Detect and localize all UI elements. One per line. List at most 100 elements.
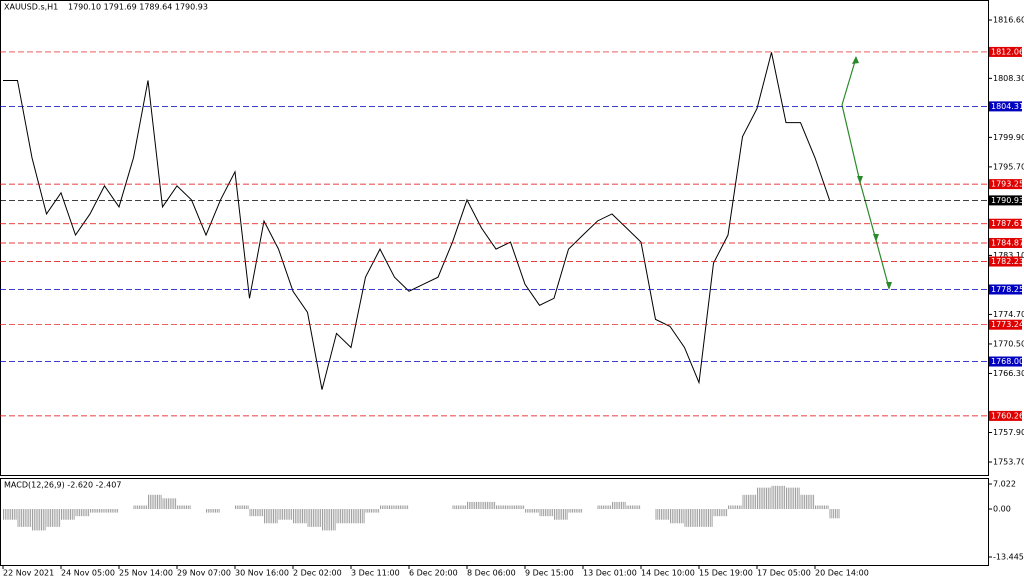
macd-bar-fill [398,505,400,510]
macd-bar-fill [608,505,610,510]
macd-bar-fill [166,498,168,510]
macd-bar-fill [4,509,6,520]
macd-bar-fill [370,509,372,513]
macd-bar [525,509,526,513]
macd-bar-fill [240,505,242,510]
macd-bar-fill [512,505,514,510]
macd-bar-fill [795,487,796,510]
level-label: 1782.23 [991,257,1024,266]
macd-bar-fill [677,509,679,524]
macd-bar [75,509,77,517]
macd-bar-fill [178,505,180,510]
macd-bar-fill [729,505,731,510]
macd-bar-fill [666,509,668,520]
macd-bar-fill [13,509,15,520]
macd-bar-fill [180,505,182,510]
macd-bar [713,509,715,517]
macd-bar-fill [813,494,815,510]
macd-bar-fill [341,509,343,524]
macd-bar-fill [329,509,331,531]
macd-bar-fill [461,505,463,510]
level-label: 1804.31 [991,102,1024,111]
macd-bar-fill [349,509,351,524]
macd-bar-fill [171,498,173,510]
macd-bar-fill [543,509,545,517]
macd-bar-fill [274,509,276,524]
macd-bar-fill [639,505,641,510]
macd-bar [278,509,280,520]
macd-bar-fill [740,505,742,510]
macd-bar-fill [485,501,487,510]
macd-bar-fill [253,509,255,517]
macd-bar-fill [630,505,632,510]
macd-bar-fill [294,509,296,524]
macd-bar-fill [79,509,81,517]
macd-bar-fill [689,509,691,527]
macd-bar [61,509,62,520]
macd-bar-fill [604,505,606,510]
macd-bar-fill [358,509,360,524]
macd-bar [626,505,628,510]
macd-bar-fill [470,501,472,510]
macd-bar-fill [363,509,365,524]
macd-bar-fill [818,505,820,510]
macd-bar [655,509,657,520]
macd-bar-fill [209,509,211,513]
macd-bar [365,509,367,513]
macd-bar [206,509,207,513]
macd-bar-fill [624,501,626,510]
y-tick-label: 1770.50 [993,339,1024,348]
macd-bar-fill [57,509,59,527]
macd-bar-fill [12,509,13,520]
macd-bar-fill [251,509,253,517]
macd-bar-fill [316,509,318,527]
macd-bar-fill [401,505,403,510]
macd-bar-fill [472,501,474,510]
macd-bar-fill [396,505,398,510]
macd-bar-fill [811,494,813,510]
macd-bar-fill [787,487,789,510]
macd-bar-fill [82,509,84,517]
macd-bar-fill [213,509,215,513]
macd-bar-fill [70,509,71,520]
x-tick-label: 13 Dec 01:00 [583,569,637,578]
y-tick-label: -13.445 [993,552,1024,561]
macd-bar-fill [325,509,327,531]
macd-bar-fill [555,509,557,520]
level-label: 1768.00 [991,357,1024,366]
level-label: 1793.25 [991,180,1024,189]
macd-bar-fill [151,494,153,510]
macd-bar-fill [378,509,380,513]
x-tick-label: 25 Nov 14:00 [119,569,173,578]
macd-bar-fill [581,509,583,513]
y-tick-label: 0.00 [993,505,1011,514]
macd-bar-fill [686,509,688,527]
level-label: 1760.26 [991,411,1024,420]
macd-bar [699,509,700,527]
macd-bar-fill [323,509,325,531]
x-tick-label: 15 Dec 19:00 [699,569,753,578]
macd-bar-fill [717,509,719,517]
macd-bar-fill [334,509,336,531]
y-tick-label: 1757.90 [993,428,1024,437]
macd-bar-fill [39,509,41,531]
macd-bar-fill [599,505,601,510]
macd-bar-fill [22,509,24,527]
macd-bar [786,487,787,510]
macd-bar-fill [403,505,405,510]
y-tick-label: 1808.30 [993,74,1024,83]
macd-bar-fill [606,505,608,510]
macd-bar-fill [285,509,287,520]
macd-bar [235,505,236,510]
macd-bar [133,505,135,510]
macd-bar-fill [637,505,639,510]
macd-bar [177,505,178,510]
macd-bar-fill [517,505,519,510]
macd-bar-fill [84,509,86,517]
macd-bar-fill [601,505,603,510]
macd-bar-fill [535,509,537,513]
macd-bar-fill [824,505,825,510]
macd-bar-fill [182,505,184,510]
macd-bar-fill [474,501,476,510]
macd-title: MACD(12,26,9) -2.620 -2.407 [4,481,121,490]
